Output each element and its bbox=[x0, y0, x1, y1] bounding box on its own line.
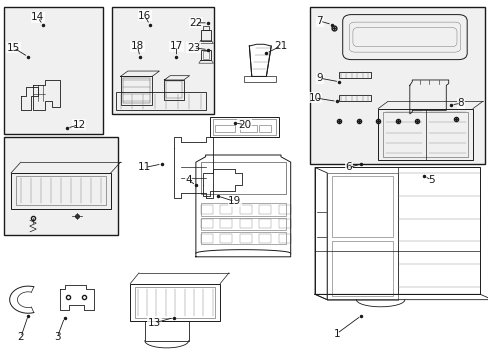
Bar bbox=[201, 162, 285, 194]
Bar bbox=[278, 205, 290, 214]
Bar bbox=[112, 7, 214, 114]
Bar bbox=[259, 125, 271, 132]
Text: 11: 11 bbox=[138, 162, 151, 172]
Bar bbox=[201, 203, 285, 216]
Bar bbox=[135, 287, 215, 318]
Bar bbox=[203, 26, 208, 30]
Bar bbox=[11, 173, 111, 208]
Bar bbox=[122, 78, 149, 103]
Text: 22: 22 bbox=[189, 18, 202, 28]
Text: 3: 3 bbox=[54, 332, 61, 342]
Bar bbox=[4, 7, 103, 134]
Bar bbox=[239, 125, 256, 132]
Text: 17: 17 bbox=[169, 41, 183, 51]
Text: 18: 18 bbox=[131, 41, 144, 51]
Bar bbox=[239, 219, 251, 228]
Bar bbox=[164, 80, 183, 100]
Text: 14: 14 bbox=[31, 13, 44, 22]
Bar bbox=[166, 81, 182, 98]
Bar bbox=[259, 205, 271, 214]
Bar bbox=[116, 93, 205, 111]
Text: 9: 9 bbox=[316, 73, 323, 83]
Text: 12: 12 bbox=[72, 120, 85, 130]
Bar bbox=[259, 234, 271, 243]
Bar bbox=[4, 7, 103, 134]
Bar bbox=[215, 125, 234, 132]
Bar bbox=[278, 234, 290, 243]
Text: 23: 23 bbox=[186, 43, 200, 53]
Bar bbox=[326, 173, 397, 300]
Bar bbox=[339, 95, 370, 102]
Text: 21: 21 bbox=[274, 41, 287, 51]
Bar bbox=[4, 137, 118, 235]
Bar bbox=[201, 205, 212, 214]
Text: 2: 2 bbox=[18, 332, 24, 342]
Text: 5: 5 bbox=[427, 175, 434, 185]
Bar bbox=[239, 205, 251, 214]
Bar bbox=[202, 51, 209, 59]
Bar bbox=[331, 241, 392, 296]
Text: 1: 1 bbox=[333, 329, 340, 339]
Bar bbox=[144, 321, 188, 341]
Text: 4: 4 bbox=[185, 175, 191, 185]
Text: 8: 8 bbox=[457, 98, 463, 108]
Text: 13: 13 bbox=[148, 318, 161, 328]
Bar bbox=[201, 30, 211, 41]
Bar bbox=[331, 176, 392, 237]
Bar bbox=[314, 167, 479, 294]
Bar bbox=[210, 117, 278, 137]
Bar bbox=[244, 76, 276, 82]
Text: 19: 19 bbox=[228, 197, 241, 206]
Bar bbox=[201, 232, 285, 244]
Bar bbox=[339, 72, 370, 78]
Bar bbox=[220, 234, 232, 243]
Bar bbox=[4, 137, 118, 235]
Bar bbox=[201, 219, 212, 228]
Bar bbox=[201, 50, 211, 60]
Bar bbox=[309, 7, 484, 164]
Bar bbox=[382, 112, 467, 157]
Bar bbox=[259, 219, 271, 228]
Bar bbox=[120, 76, 152, 105]
Bar bbox=[220, 205, 232, 214]
Bar bbox=[239, 234, 251, 243]
Bar bbox=[130, 284, 220, 321]
Text: 7: 7 bbox=[316, 16, 323, 26]
Text: 10: 10 bbox=[308, 93, 321, 103]
Text: 6: 6 bbox=[345, 162, 352, 172]
Bar bbox=[112, 7, 214, 114]
Text: 20: 20 bbox=[238, 120, 250, 130]
Bar bbox=[201, 234, 212, 243]
Bar bbox=[16, 176, 106, 205]
Bar bbox=[377, 109, 472, 160]
Bar bbox=[278, 219, 290, 228]
Bar bbox=[212, 119, 276, 135]
Bar bbox=[220, 219, 232, 228]
Bar bbox=[309, 7, 484, 164]
Text: 15: 15 bbox=[7, 43, 20, 53]
Text: 16: 16 bbox=[138, 11, 151, 21]
Bar bbox=[201, 217, 285, 230]
